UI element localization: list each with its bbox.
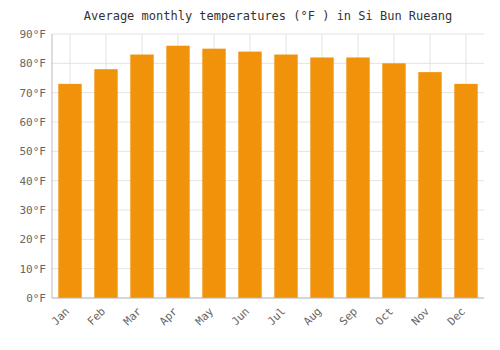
x-tick-label: Jul	[265, 305, 288, 328]
title: Average monthly temperatures (°F ) in Si…	[84, 9, 452, 23]
y-grid-line	[52, 298, 484, 299]
y-tick-label: 0°F	[26, 292, 46, 305]
bar	[238, 52, 261, 298]
y-tick-label: 80°F	[20, 57, 47, 70]
y-tick-label: 60°F	[20, 116, 47, 129]
x-tick-label: May	[193, 305, 217, 329]
chart: 0°F 10°F 20°F 30°F 40°F 50°F 60°F 70°F 80°F 90°F J…	[0, 0, 500, 350]
bar	[166, 46, 189, 298]
bar	[454, 84, 477, 298]
chart-container: 0°F 10°F 20°F 30°F 40°F 50°F 60°F 70°F 80°F 90°F J…	[0, 0, 500, 350]
y-tick-label: 10°F	[20, 263, 47, 276]
y-grid-line	[52, 34, 484, 35]
y-tick-label: 90°F	[20, 28, 47, 41]
x-tick-label: Oct	[373, 305, 396, 328]
bar	[382, 63, 405, 298]
bar	[58, 84, 81, 298]
bar	[130, 55, 153, 298]
y-grid-line	[52, 63, 484, 64]
x-tick-label: Mar	[121, 305, 145, 329]
y-tick-label: 50°F	[20, 145, 47, 158]
x-axis-line	[52, 298, 484, 299]
x-tick-label: Jun	[229, 305, 252, 328]
x-tick-label: Nov	[409, 305, 433, 329]
x-tick-label: Jan	[49, 305, 72, 328]
x-tick-label: Feb	[85, 305, 108, 328]
grid	[52, 34, 484, 298]
y-tick-label: 70°F	[20, 87, 47, 100]
bars	[58, 46, 477, 298]
x-tick-label: Apr	[157, 305, 181, 329]
y-tick-label: 20°F	[20, 233, 47, 246]
bar	[274, 55, 297, 298]
x-tick-label: Aug	[301, 305, 324, 328]
x-tick-label: Sep	[337, 305, 360, 328]
y-tick-label: 40°F	[20, 175, 47, 188]
bar	[310, 57, 333, 298]
y-tick-label: 30°F	[20, 204, 47, 217]
bar	[418, 72, 441, 298]
x-tick-label: Dec	[445, 305, 468, 328]
bar	[94, 69, 117, 298]
y-axis-line	[52, 34, 53, 298]
bar	[346, 57, 369, 298]
bar	[202, 49, 225, 298]
